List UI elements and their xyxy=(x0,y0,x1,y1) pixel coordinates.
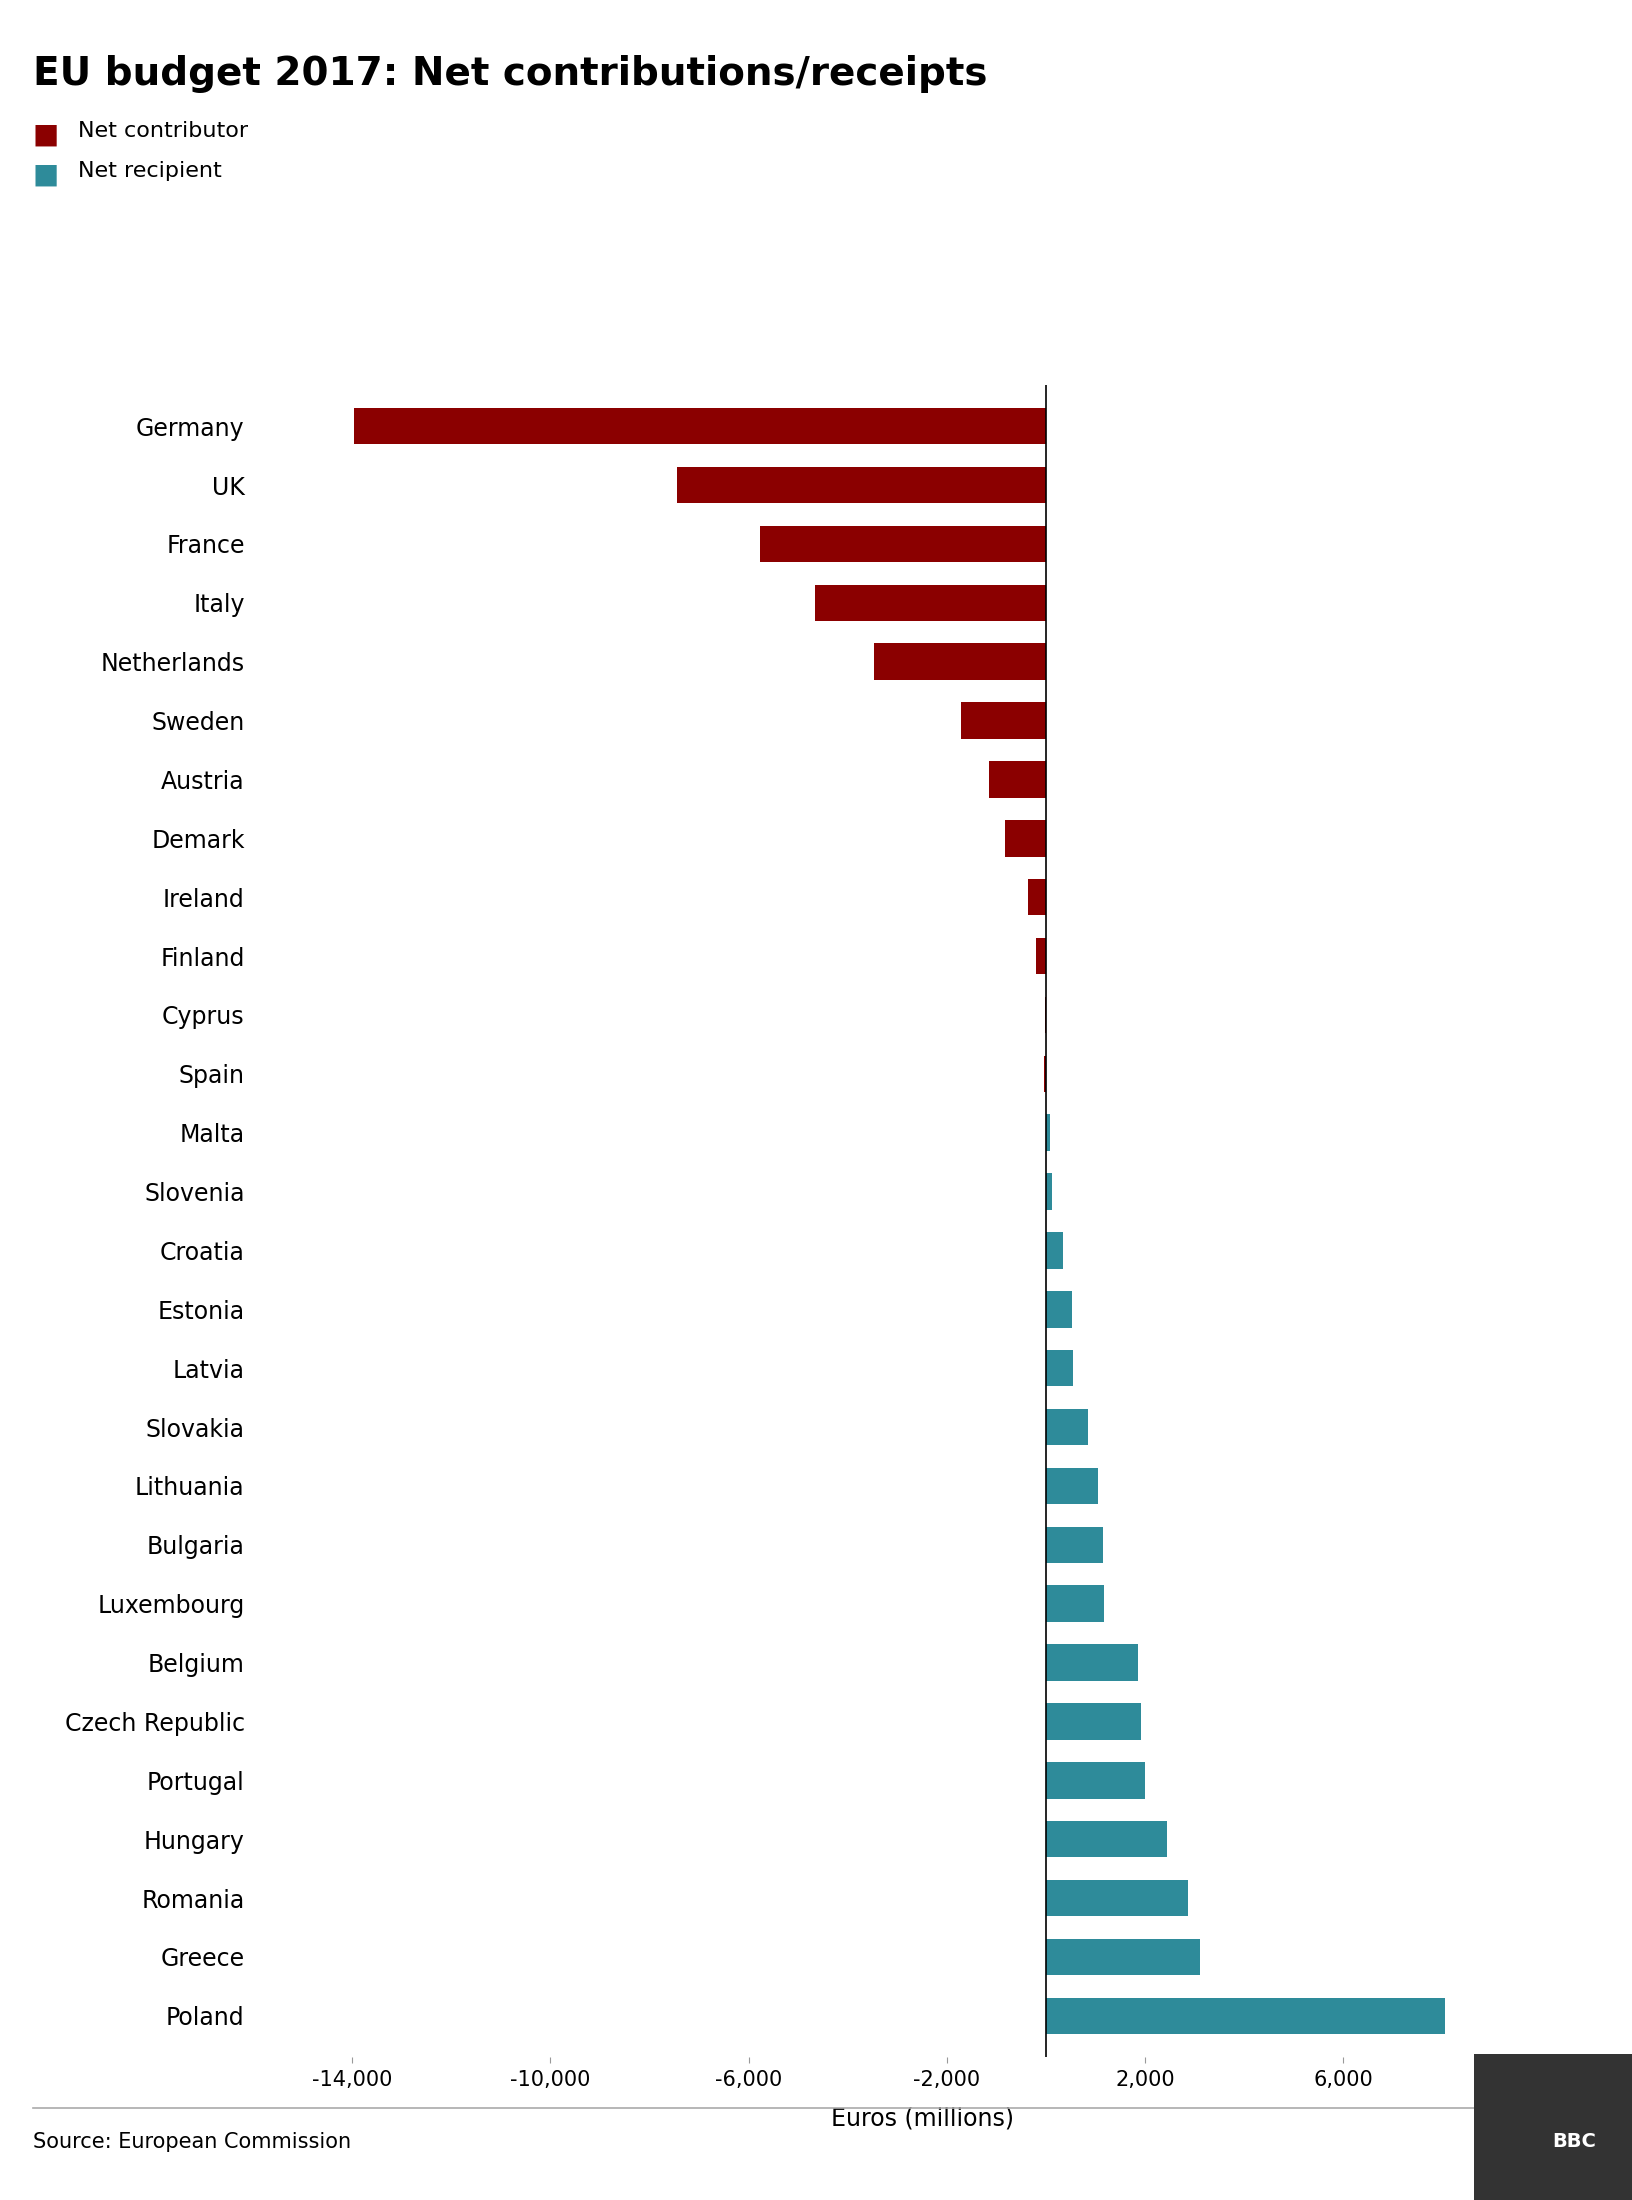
Bar xyxy=(1046,1527,1103,1562)
Bar xyxy=(1046,1703,1141,1740)
Text: Source: European Commission: Source: European Commission xyxy=(33,2132,351,2152)
Bar xyxy=(1046,1762,1144,1800)
Bar xyxy=(1046,1938,1200,1976)
Bar xyxy=(1046,1351,1072,1386)
Bar xyxy=(989,761,1046,799)
Bar xyxy=(1005,821,1046,856)
Bar xyxy=(1043,1056,1046,1091)
Bar xyxy=(1046,1822,1167,1857)
Bar xyxy=(1046,1115,1049,1151)
Bar xyxy=(873,642,1046,680)
Bar xyxy=(354,407,1046,444)
X-axis label: Euros (millions): Euros (millions) xyxy=(831,2105,1013,2130)
Text: Net recipient: Net recipient xyxy=(78,161,222,180)
Bar xyxy=(1046,1467,1098,1505)
Bar xyxy=(814,585,1046,620)
Bar xyxy=(761,526,1046,563)
Bar xyxy=(1036,937,1046,975)
Bar xyxy=(1046,1879,1188,1916)
Bar xyxy=(677,466,1046,504)
Bar xyxy=(1046,1291,1072,1327)
Text: BBC: BBC xyxy=(1552,2132,1596,2152)
Text: ■: ■ xyxy=(33,121,59,150)
Text: EU budget 2017: Net contributions/receipts: EU budget 2017: Net contributions/receip… xyxy=(33,55,987,92)
Bar xyxy=(1028,880,1046,915)
Bar xyxy=(1046,1173,1053,1210)
Bar xyxy=(1046,1232,1064,1269)
Bar xyxy=(1046,1643,1138,1681)
Bar xyxy=(1046,1586,1105,1621)
Bar xyxy=(961,702,1046,739)
Bar xyxy=(1046,1998,1444,2035)
Bar xyxy=(1046,1408,1089,1445)
Text: Net contributor: Net contributor xyxy=(78,121,248,141)
Text: ■: ■ xyxy=(33,161,59,189)
